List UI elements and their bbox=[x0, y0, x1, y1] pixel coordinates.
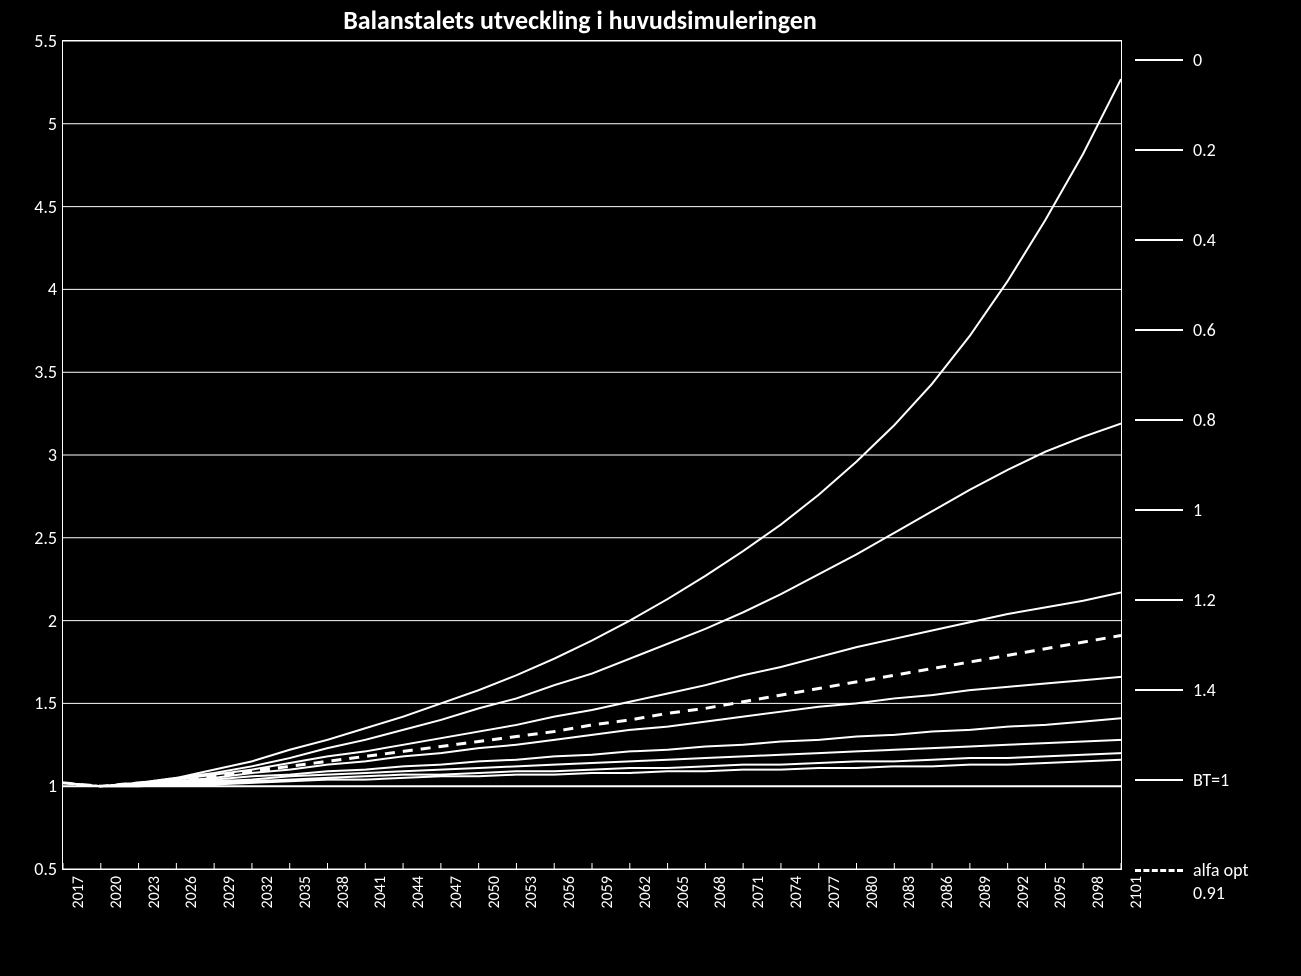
ytick-label: 2 bbox=[7, 610, 57, 632]
xtick-label: 2092 bbox=[1014, 876, 1033, 908]
ytick-label: 4.5 bbox=[7, 196, 57, 218]
xtick-label: 2089 bbox=[976, 876, 995, 908]
xtick-label: 2071 bbox=[749, 876, 768, 908]
xtick-label: 2023 bbox=[145, 876, 164, 908]
legend-sublabel: 0.91 bbox=[1193, 882, 1225, 904]
legend-entry: 1 bbox=[1135, 500, 1202, 520]
ytick-label: 2.5 bbox=[7, 527, 57, 549]
xtick-label: 2026 bbox=[182, 876, 201, 908]
ytick-label: 1.5 bbox=[7, 692, 57, 714]
chart-container: Balanstalets utveckling i huvudsimulerin… bbox=[0, 0, 1301, 976]
legend-label: 1.2 bbox=[1193, 589, 1216, 611]
ytick-label: 3 bbox=[7, 444, 57, 466]
series-line bbox=[63, 592, 1121, 786]
ytick-label: 3.5 bbox=[7, 361, 57, 383]
legend-label: 0.2 bbox=[1193, 139, 1216, 161]
legend-entry: BT=1 bbox=[1135, 770, 1229, 790]
xtick-label: 2074 bbox=[787, 876, 806, 908]
xtick-label: 2098 bbox=[1089, 876, 1108, 908]
legend-label: 1.4 bbox=[1193, 679, 1216, 701]
xtick-label: 2062 bbox=[636, 876, 655, 908]
xtick-label: 2077 bbox=[825, 876, 844, 908]
legend-label: 0.6 bbox=[1193, 319, 1216, 341]
legend-sample bbox=[1135, 599, 1183, 601]
legend-entry: 0.2 bbox=[1135, 140, 1216, 160]
plot-svg bbox=[63, 41, 1121, 869]
xtick-label: 2065 bbox=[674, 876, 693, 908]
legend-entry: 0.4 bbox=[1135, 230, 1216, 250]
plot-area bbox=[62, 40, 1122, 870]
ytick-label: 5 bbox=[7, 113, 57, 135]
xtick-label: 2044 bbox=[409, 876, 428, 908]
series-line bbox=[63, 79, 1121, 786]
xtick-label: 2056 bbox=[560, 876, 579, 908]
ytick-label: 1 bbox=[7, 775, 57, 797]
xtick-label: 2083 bbox=[900, 876, 919, 908]
legend-label: alfa opt bbox=[1193, 859, 1249, 881]
xtick-label: 2032 bbox=[258, 876, 277, 908]
xtick-label: 2029 bbox=[220, 876, 239, 908]
legend-sample bbox=[1135, 329, 1183, 331]
xtick-label: 2047 bbox=[447, 876, 466, 908]
xtick-label: 2068 bbox=[711, 876, 730, 908]
xtick-label: 2020 bbox=[107, 876, 126, 908]
xtick-label: 2101 bbox=[1127, 876, 1146, 908]
xtick-label: 2038 bbox=[334, 876, 353, 908]
legend-entry: 1.4 bbox=[1135, 680, 1216, 700]
xtick-label: 2059 bbox=[598, 876, 617, 908]
legend-label: BT=1 bbox=[1193, 769, 1229, 791]
legend-sample bbox=[1135, 779, 1183, 781]
xtick-label: 2080 bbox=[863, 876, 882, 908]
legend-entry: 0.8 bbox=[1135, 410, 1216, 430]
legend-sample bbox=[1135, 869, 1183, 872]
ytick-label: 0.5 bbox=[7, 858, 57, 880]
xtick-label: 2041 bbox=[371, 876, 390, 908]
xtick-label: 2086 bbox=[938, 876, 957, 908]
xtick-label: 2017 bbox=[69, 876, 88, 908]
legend-entry: alfa opt bbox=[1135, 860, 1249, 880]
legend-entry: 0 bbox=[1135, 50, 1202, 70]
legend-sample bbox=[1135, 239, 1183, 241]
legend-sample bbox=[1135, 59, 1183, 61]
xtick-label: 2095 bbox=[1051, 876, 1070, 908]
xtick-label: 2035 bbox=[296, 876, 315, 908]
xtick-label: 2050 bbox=[485, 876, 504, 908]
xtick-label: 2053 bbox=[522, 876, 541, 908]
legend-sample bbox=[1135, 419, 1183, 421]
legend-sample bbox=[1135, 509, 1183, 511]
legend-label: 1 bbox=[1193, 499, 1202, 521]
legend-entry: 1.2 bbox=[1135, 590, 1216, 610]
legend-entry: 0.6 bbox=[1135, 320, 1216, 340]
legend-label: 0.4 bbox=[1193, 229, 1216, 251]
legend-label: 0 bbox=[1193, 49, 1202, 71]
series-line bbox=[63, 424, 1121, 787]
legend-sample bbox=[1135, 689, 1183, 691]
legend-label: 0.8 bbox=[1193, 409, 1216, 431]
ytick-label: 5.5 bbox=[7, 30, 57, 52]
ytick-label: 4 bbox=[7, 278, 57, 300]
chart-title: Balanstalets utveckling i huvudsimulerin… bbox=[0, 4, 1160, 36]
legend-sample bbox=[1135, 149, 1183, 151]
